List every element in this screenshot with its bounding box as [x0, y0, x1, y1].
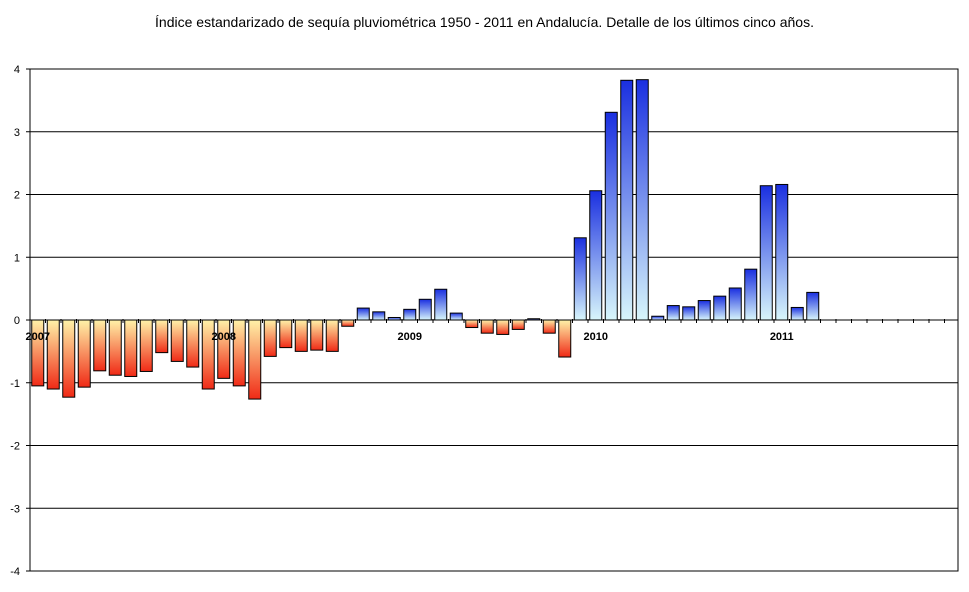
bar [387, 316, 401, 321]
x-tick-label: 2007 [26, 331, 50, 343]
bar [589, 190, 603, 321]
y-tick-label: 0 [14, 315, 20, 327]
bar [666, 305, 680, 321]
bar [279, 319, 293, 349]
bar [62, 319, 76, 398]
x-tick-label: 2010 [584, 331, 608, 343]
bar [790, 306, 804, 321]
chart-title: Índice estandarizado de sequía pluviomét… [155, 14, 814, 30]
bar [651, 315, 665, 321]
x-tick-label: 2008 [212, 331, 236, 343]
bar [31, 319, 45, 387]
bar [341, 319, 355, 327]
bar [248, 319, 262, 400]
x-tick-label: 2009 [398, 331, 422, 343]
bar [155, 319, 169, 354]
x-tick-label: 2011 [770, 331, 794, 343]
bar [124, 319, 138, 377]
bars [31, 79, 820, 400]
x-axis: 2007 2008 2009 2010 2011 [26, 331, 794, 343]
bar [263, 319, 277, 357]
bar [139, 319, 153, 372]
bar [728, 287, 742, 321]
bar [77, 319, 91, 388]
bar [744, 268, 758, 321]
y-tick-label: -1 [10, 378, 20, 390]
bar [635, 79, 649, 321]
bar [170, 319, 184, 362]
bar [294, 319, 308, 352]
bar [465, 319, 479, 329]
y-tick-label: 1 [14, 252, 20, 264]
bar [496, 319, 510, 335]
minor-ticks [29, 319, 945, 323]
bar [542, 319, 556, 334]
bar [604, 111, 618, 321]
bar [480, 319, 494, 334]
bar [806, 291, 820, 321]
bar [775, 183, 789, 321]
bar [713, 295, 727, 321]
plot-frame [29, 68, 959, 572]
bar [620, 79, 634, 321]
bar [108, 319, 122, 376]
bar [356, 307, 370, 321]
bar [697, 300, 711, 321]
bar [759, 185, 773, 321]
bar [325, 319, 339, 352]
bar [434, 288, 448, 321]
bar [372, 311, 386, 321]
bar [232, 319, 246, 387]
bar [310, 319, 324, 351]
y-tick-label: 3 [14, 127, 20, 139]
y-tick-label: 2 [14, 190, 20, 202]
bar [449, 312, 463, 321]
bar [418, 298, 432, 321]
bar [573, 237, 587, 321]
bar [558, 319, 572, 358]
bar [682, 306, 696, 321]
y-tick-label: -3 [10, 503, 20, 515]
bar [93, 319, 107, 372]
bar [46, 319, 60, 390]
y-tick-label: -4 [10, 566, 20, 578]
bar [217, 319, 231, 379]
bar [403, 308, 417, 321]
y-tick-label: -2 [10, 441, 20, 453]
y-tick-label: 4 [14, 64, 20, 76]
y-axis: -4 -3 -2 -1 0 1 2 3 4 [10, 64, 30, 578]
bar [527, 318, 541, 321]
bar [201, 319, 215, 390]
bar [186, 319, 200, 368]
bar [511, 319, 525, 330]
